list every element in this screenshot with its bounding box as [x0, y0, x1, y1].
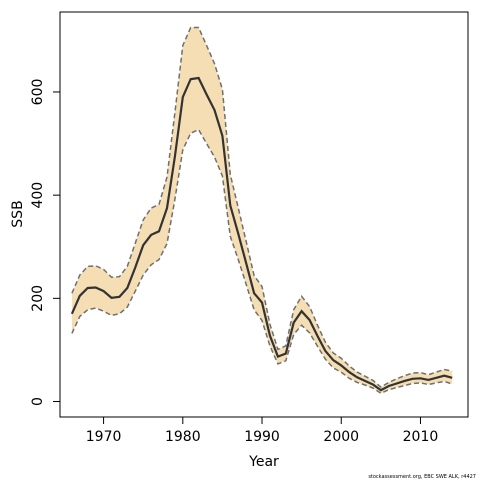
y-axis: 0 200 400 600 [30, 79, 60, 406]
upper-bound-line [71, 26, 453, 389]
y-tick-label: 0 [30, 397, 46, 406]
x-tick-label: 1970 [86, 429, 122, 445]
x-axis-label: Year [248, 454, 279, 470]
footer-note: stockassessment.org, EBC SWE ALK, r4427 [368, 474, 476, 480]
x-tick-label: 2000 [323, 429, 359, 445]
lower-bound-line [71, 128, 453, 395]
x-tick-label: 1980 [165, 429, 201, 445]
x-tick-label: 1990 [244, 429, 280, 445]
y-tick-label: 600 [30, 79, 46, 106]
x-axis: 1970 1980 1990 2000 2010 [86, 417, 439, 445]
y-tick-label: 200 [30, 285, 46, 312]
ssb-estimate-line [70, 76, 453, 392]
y-axis-label: SSB [10, 200, 26, 227]
plot-frame [59, 11, 469, 418]
y-tick-label: 400 [30, 182, 46, 209]
x-tick-label: 2010 [403, 429, 439, 445]
confidence-band [71, 27, 453, 394]
